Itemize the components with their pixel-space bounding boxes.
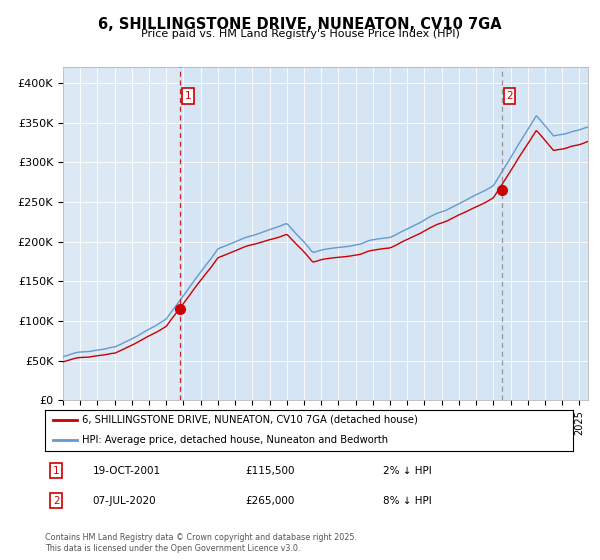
Text: 19-OCT-2001: 19-OCT-2001	[92, 466, 161, 475]
Text: 8% ↓ HPI: 8% ↓ HPI	[383, 496, 431, 506]
Text: HPI: Average price, detached house, Nuneaton and Bedworth: HPI: Average price, detached house, Nune…	[82, 435, 388, 445]
Text: 2: 2	[506, 91, 513, 101]
Text: Contains HM Land Registry data © Crown copyright and database right 2025.
This d: Contains HM Land Registry data © Crown c…	[45, 533, 357, 553]
Text: £115,500: £115,500	[245, 466, 295, 475]
Text: 1: 1	[53, 466, 59, 475]
Text: Price paid vs. HM Land Registry's House Price Index (HPI): Price paid vs. HM Land Registry's House …	[140, 29, 460, 39]
Text: 6, SHILLINGSTONE DRIVE, NUNEATON, CV10 7GA (detached house): 6, SHILLINGSTONE DRIVE, NUNEATON, CV10 7…	[82, 415, 418, 424]
Text: 6, SHILLINGSTONE DRIVE, NUNEATON, CV10 7GA: 6, SHILLINGSTONE DRIVE, NUNEATON, CV10 7…	[98, 17, 502, 32]
Bar	[180, 67, 588, 400]
Text: 2% ↓ HPI: 2% ↓ HPI	[383, 466, 431, 475]
Text: £265,000: £265,000	[245, 496, 295, 506]
Text: 2: 2	[53, 496, 59, 506]
Text: 07-JUL-2020: 07-JUL-2020	[92, 496, 156, 506]
Text: 1: 1	[184, 91, 191, 101]
